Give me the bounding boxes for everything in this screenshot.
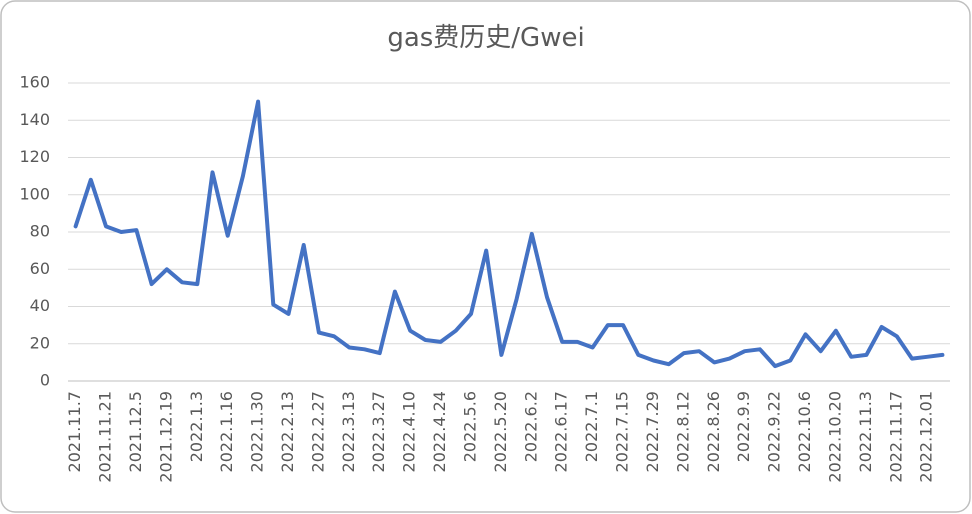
chart-title: gas费历史/Gwei <box>387 23 584 53</box>
x-tick-label: 2022.12.01 <box>917 391 936 483</box>
x-tick-label: 2022.7.1 <box>582 391 601 462</box>
x-tick-label: 2022.2.13 <box>278 391 297 472</box>
x-tick-label: 2022.11.17 <box>886 391 905 483</box>
y-tick-label: 140 <box>19 110 50 129</box>
x-tick-label: 2022.5.20 <box>491 391 510 472</box>
x-tick-label: 2022.3.13 <box>339 391 358 472</box>
x-tick-label: 2022.5.6 <box>460 391 479 462</box>
y-tick-label: 80 <box>30 222 50 241</box>
x-tick-label: 2022.7.15 <box>613 391 632 472</box>
x-tick-label: 2022.4.24 <box>430 391 449 472</box>
x-tick-label: 2022.6.2 <box>521 391 540 462</box>
y-tick-label: 120 <box>19 147 50 166</box>
data-line <box>73 99 945 369</box>
x-tick-label: 2022.1.3 <box>187 391 206 462</box>
y-tick-label: 100 <box>19 184 50 203</box>
x-tick-label: 2021.12.5 <box>126 391 145 472</box>
x-tick-label: 2021.12.19 <box>156 391 175 483</box>
x-tick-label: 2022.1.16 <box>217 391 236 472</box>
y-tick-label: 40 <box>30 296 50 315</box>
y-tick-label: 0 <box>40 371 50 390</box>
x-tick-label: 2022.1.30 <box>248 391 267 472</box>
x-tick-label: 2022.7.29 <box>643 391 662 472</box>
x-tick-label: 2022.9.9 <box>734 391 753 462</box>
x-tick-label: 2021.11.21 <box>96 391 115 483</box>
x-tick-label: 2022.8.12 <box>673 391 692 472</box>
y-tick-label: 60 <box>30 259 50 278</box>
y-tick-label: 20 <box>30 333 50 352</box>
x-tick-label: 2022.10.6 <box>795 391 814 472</box>
x-tick-label: 2021.11.7 <box>65 391 84 472</box>
y-tick-label: 160 <box>19 73 50 92</box>
x-tick-label: 2022.6.17 <box>552 391 571 472</box>
x-tick-label: 2022.10.20 <box>825 391 844 483</box>
x-tick-label: 2022.4.10 <box>400 391 419 472</box>
x-tick-label: 2022.8.26 <box>704 391 723 472</box>
x-tick-label: 2022.2.27 <box>308 391 327 472</box>
x-tick-label: 2022.11.3 <box>856 391 875 472</box>
x-tick-label: 2022.3.27 <box>369 391 388 472</box>
x-tick-label: 2022.9.22 <box>765 391 784 472</box>
